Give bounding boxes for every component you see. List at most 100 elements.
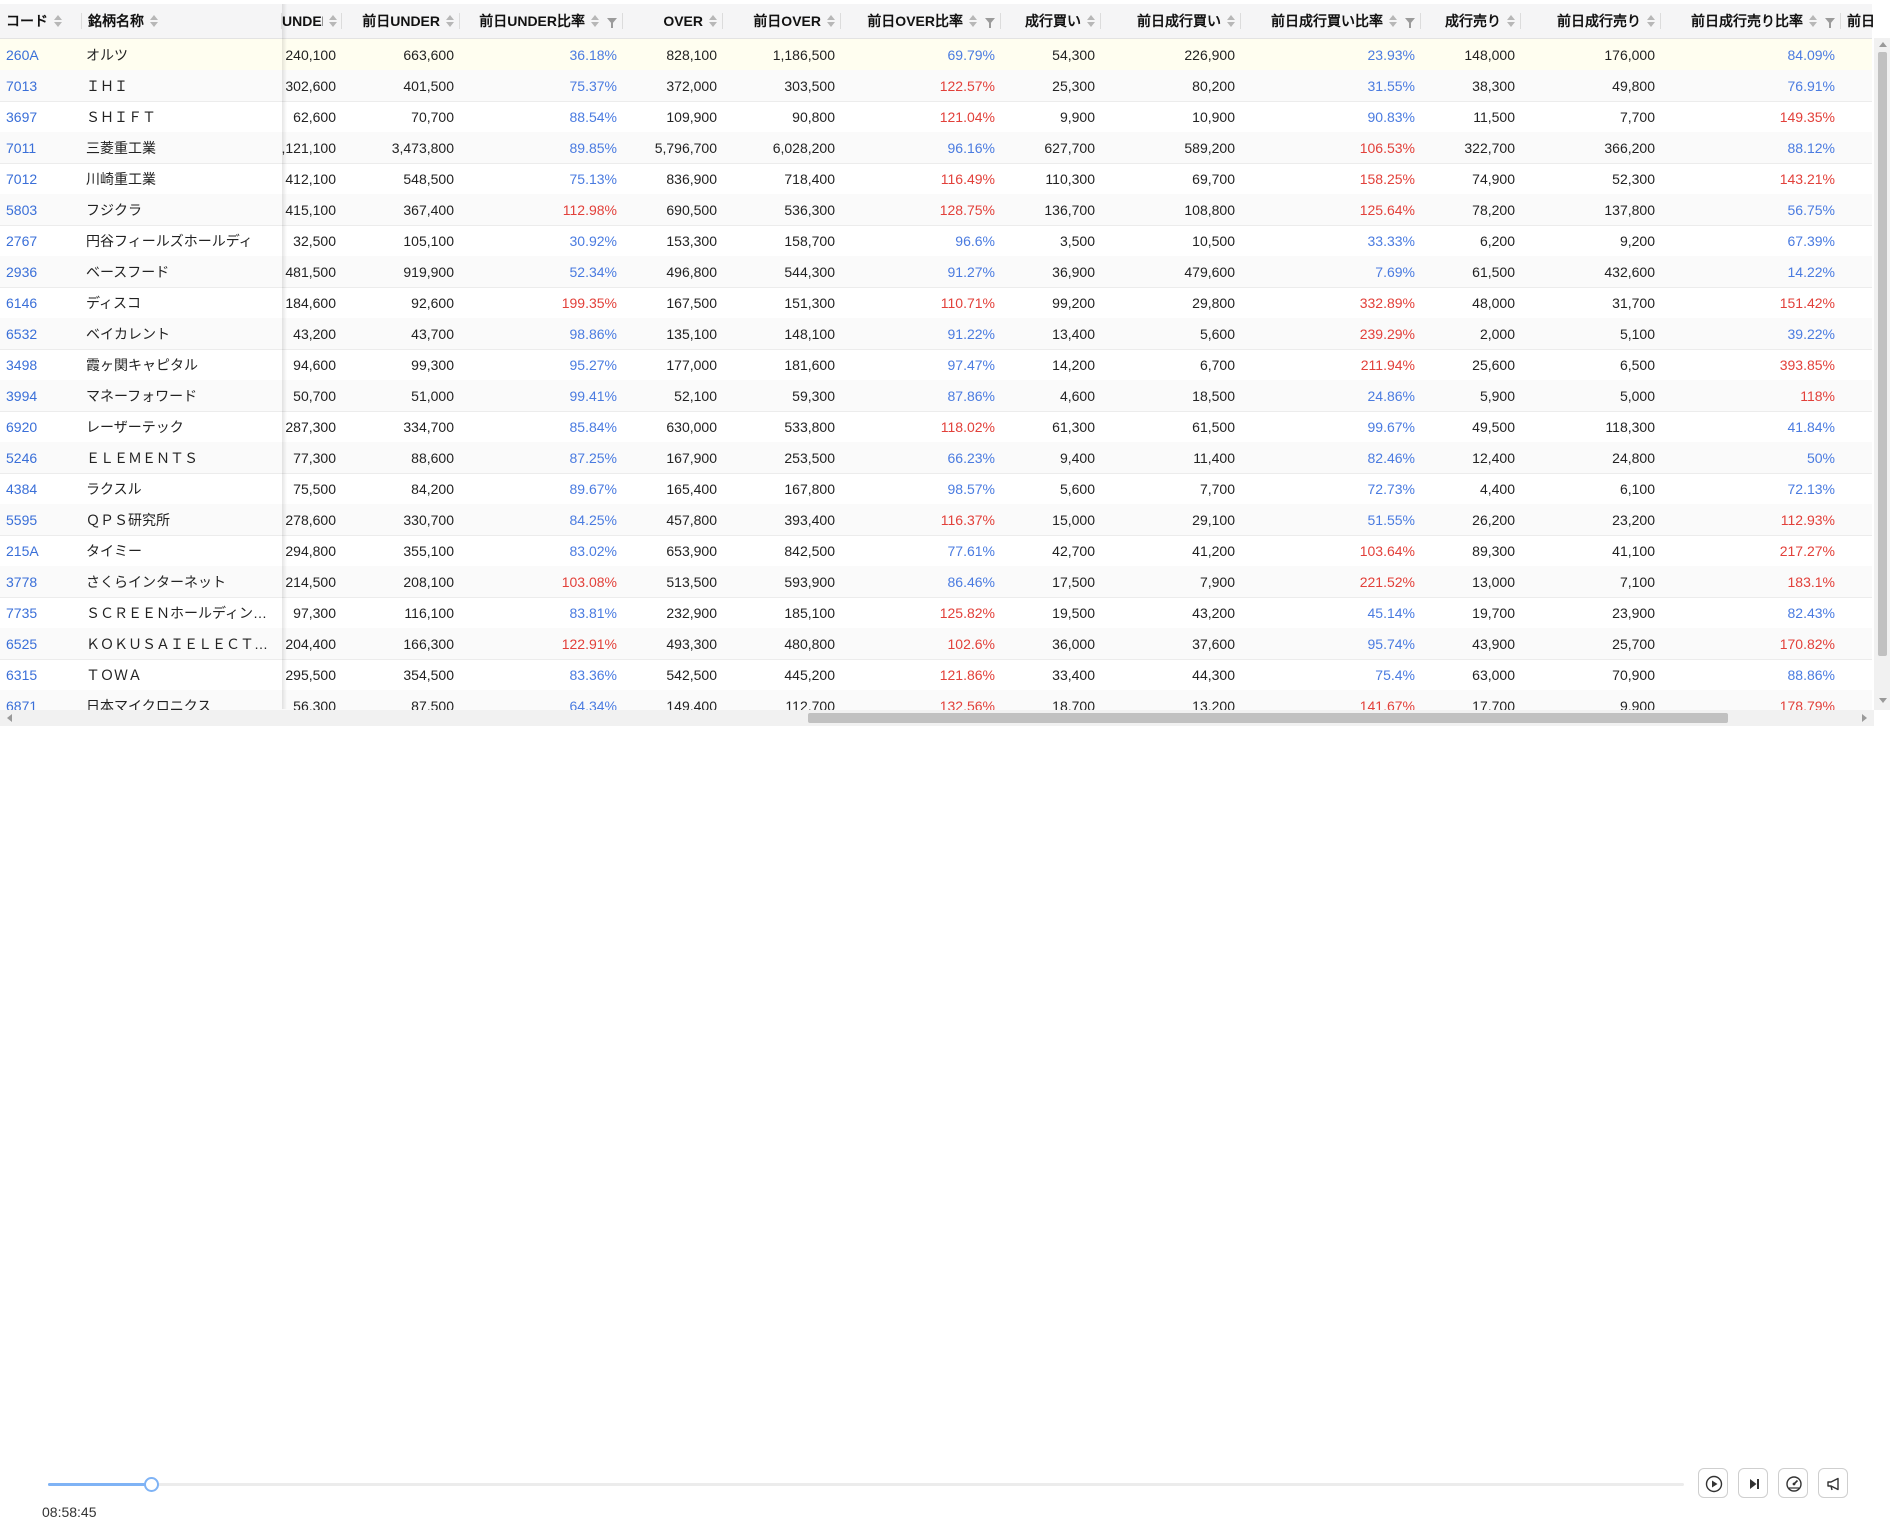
stock-code-link[interactable]: 5595 <box>6 511 38 528</box>
column-header[interactable]: OVER <box>623 4 723 38</box>
sort-icon[interactable] <box>827 14 835 28</box>
play-button[interactable] <box>1698 1468 1728 1498</box>
stock-code-link[interactable]: 6871 <box>6 697 38 714</box>
sort-icon[interactable] <box>1507 14 1515 28</box>
table-row[interactable]: 6315 ＴＯＷＡ 295,500 354,500 83.36% 542,500 445,2… <box>0 659 1872 691</box>
timeline-track[interactable] <box>48 1483 1684 1486</box>
announce-button[interactable] <box>1818 1468 1848 1498</box>
column-header[interactable]: 前日OVER比率 <box>841 4 1001 38</box>
column-header[interactable]: 銘柄名称 <box>82 4 282 38</box>
sort-icon[interactable] <box>1227 14 1235 28</box>
table-row[interactable]: 5803 フジクラ 415,100 367,400 112.98% 690,500 536,… <box>0 194 1872 226</box>
stock-code-link[interactable]: 7011 <box>6 139 37 156</box>
skip-next-button[interactable] <box>1738 1468 1768 1498</box>
stock-code-link[interactable]: 6920 <box>6 418 38 435</box>
table-row[interactable]: 7735 ＳＣＲＥＥＮホールディン… 97,300 116,100 83.81% 232,… <box>0 597 1872 629</box>
stock-code-link[interactable]: 7735 <box>6 604 38 621</box>
table-row[interactable]: 2936 ベースフード 481,500 919,900 52.34% 496,800 544… <box>0 256 1872 288</box>
table-row[interactable]: 2767 円谷フィールズホールディ 32,500 105,100 30.92% 153,3… <box>0 225 1872 257</box>
column-resize-handle[interactable] <box>1240 13 1241 29</box>
column-header[interactable]: コード <box>0 4 82 38</box>
column-header[interactable]: 前日成行売り <box>1521 4 1661 38</box>
stock-code-link[interactable]: 6146 <box>6 294 38 311</box>
stock-code-link[interactable]: 3778 <box>6 573 38 590</box>
sort-icon[interactable] <box>591 14 599 28</box>
column-header[interactable]: 成行売り <box>1421 4 1521 38</box>
column-resize-handle[interactable] <box>281 13 282 29</box>
sort-icon[interactable] <box>1647 14 1655 28</box>
table-row[interactable]: 4384 ラクスル 75,500 84,200 89.67% 165,400 167,800… <box>0 473 1872 505</box>
table-row[interactable]: 3498 霞ヶ関キャピタル 94,600 99,300 95.27% 177,000 181… <box>0 349 1872 381</box>
table-row[interactable]: 6920 レーザーテック 287,300 334,700 85.84% 630,000 53… <box>0 411 1872 443</box>
table-row[interactable]: 7011 三菱重工業 3,121,100 3,473,800 89.85% 5,796,7… <box>0 132 1872 164</box>
column-header[interactable]: 前日UNDER比率 <box>460 4 623 38</box>
column-header[interactable]: UNDER <box>282 4 342 38</box>
stock-code-link[interactable]: 2767 <box>6 232 38 249</box>
table-row[interactable]: 6525 ＫＯＫＵＳＡＩＥＬＥＣＴ… 204,400 166,300 122.91% 49… <box>0 628 1872 660</box>
sort-icon[interactable] <box>446 14 454 28</box>
table-row[interactable]: 3778 さくらインターネット 214,500 208,100 103.08% 513,5… <box>0 566 1872 598</box>
column-resize-handle[interactable] <box>341 13 342 29</box>
column-resize-handle[interactable] <box>81 13 82 29</box>
stock-code-link[interactable]: 3498 <box>6 356 38 373</box>
filter-icon[interactable] <box>607 18 617 28</box>
stock-code-link[interactable]: 6525 <box>6 635 38 652</box>
filter-icon[interactable] <box>985 18 995 28</box>
stock-code-link[interactable]: 4384 <box>6 480 38 497</box>
stock-code-link[interactable]: 7012 <box>6 170 38 187</box>
timeline-handle[interactable] <box>144 1477 159 1492</box>
column-resize-handle[interactable] <box>840 13 841 29</box>
column-resize-handle[interactable] <box>1420 13 1421 29</box>
column-resize-handle[interactable] <box>1100 13 1101 29</box>
filter-icon[interactable] <box>1405 18 1415 28</box>
stock-code-link[interactable]: 3697 <box>6 108 38 125</box>
column-resize-handle[interactable] <box>1660 13 1661 29</box>
scroll-up-arrow-icon[interactable] <box>1879 42 1887 47</box>
horizontal-scroll-thumb[interactable] <box>808 713 1728 723</box>
sort-icon[interactable] <box>969 14 977 28</box>
stock-code-link[interactable]: 2936 <box>6 263 38 280</box>
column-header[interactable]: 前日U <box>1841 4 1881 38</box>
column-header[interactable]: 成行買い <box>1001 4 1101 38</box>
table-row[interactable]: 7012 川崎重工業 412,100 548,500 75.13% 836,900 718,… <box>0 163 1872 195</box>
sort-icon[interactable] <box>150 14 158 28</box>
column-header[interactable]: 前日成行買い比率 <box>1241 4 1421 38</box>
stock-code-link[interactable]: 5803 <box>6 201 38 218</box>
table-row[interactable]: 3697 ＳＨＩＦＴ 62,600 70,700 88.54% 109,900 90,800… <box>0 101 1872 133</box>
scroll-right-arrow-icon[interactable] <box>1862 714 1867 722</box>
speed-button[interactable] <box>1778 1468 1808 1498</box>
column-resize-handle[interactable] <box>1000 13 1001 29</box>
column-header[interactable]: 前日UNDER <box>342 4 460 38</box>
stock-code-link[interactable]: 6315 <box>6 666 38 683</box>
sort-icon[interactable] <box>1809 14 1817 28</box>
sort-icon[interactable] <box>1389 14 1397 28</box>
column-resize-handle[interactable] <box>459 13 460 29</box>
sort-icon[interactable] <box>329 14 337 28</box>
sort-icon[interactable] <box>54 14 62 28</box>
table-row[interactable]: 5246 ＥＬＥＭＥＮＴＳ 77,300 88,600 87.25% 167,900 253… <box>0 442 1872 474</box>
column-resize-handle[interactable] <box>622 13 623 29</box>
scroll-down-arrow-icon[interactable] <box>1879 698 1887 703</box>
column-resize-handle[interactable] <box>722 13 723 29</box>
table-row[interactable]: 7013 ＩＨＩ 302,600 401,500 75.37% 372,000 303,50… <box>0 70 1872 102</box>
column-header[interactable]: 前日OVER <box>723 4 841 38</box>
table-row[interactable]: 5595 ＱＰＳ研究所 278,600 330,700 84.25% 457,800 393… <box>0 504 1872 536</box>
column-header[interactable]: 前日成行買い <box>1101 4 1241 38</box>
stock-code-link[interactable]: 6532 <box>6 325 38 342</box>
filter-icon[interactable] <box>1825 18 1835 28</box>
stock-code-link[interactable]: 5246 <box>6 449 38 466</box>
table-row[interactable]: 3994 マネーフォワード 50,700 51,000 99.41% 52,100 59,3… <box>0 380 1872 412</box>
sort-icon[interactable] <box>1087 14 1095 28</box>
vertical-scroll-thumb[interactable] <box>1878 52 1887 656</box>
table-row[interactable]: 6146 ディスコ 184,600 92,600 199.35% 167,500 151,3… <box>0 287 1872 319</box>
column-header[interactable]: 前日成行売り比率 <box>1661 4 1841 38</box>
stock-code-link[interactable]: 3994 <box>6 387 38 404</box>
sort-icon[interactable] <box>709 14 717 28</box>
table-row[interactable]: 260A オルツ 240,100 663,600 36.18% 828,100 1,186,… <box>0 39 1872 71</box>
column-resize-handle[interactable] <box>1840 13 1841 29</box>
stock-code-link[interactable]: 260A <box>6 46 39 63</box>
stock-code-link[interactable]: 215A <box>6 542 39 559</box>
stock-code-link[interactable]: 7013 <box>6 77 38 94</box>
column-resize-handle[interactable] <box>1520 13 1521 29</box>
scroll-left-arrow-icon[interactable] <box>7 714 12 722</box>
